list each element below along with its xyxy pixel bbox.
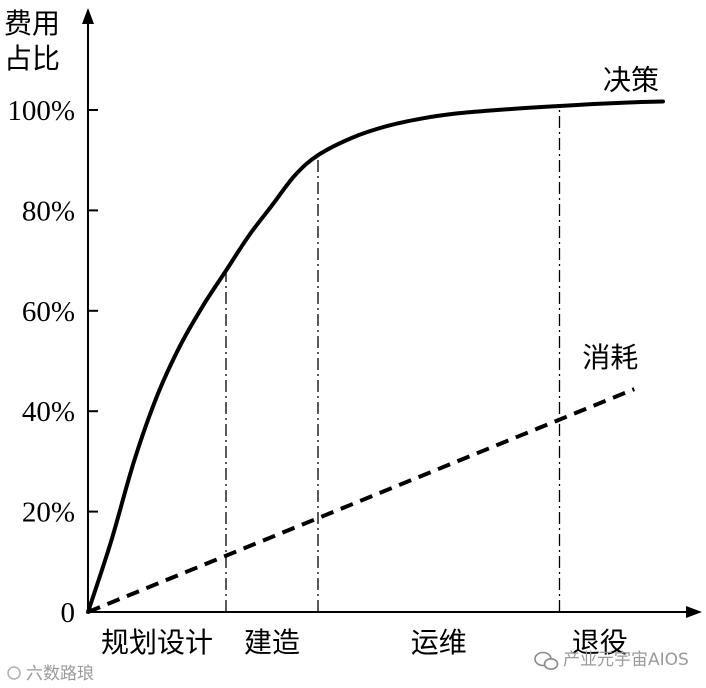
- y-axis-label-line-1: 费用: [4, 7, 60, 40]
- y-ticks: 0 20% 40% 60% 80% 100%: [7, 95, 98, 629]
- y-tick-label-0: 0: [61, 597, 76, 629]
- axes: [82, 8, 702, 618]
- y-tick-label-2: 40%: [22, 396, 75, 428]
- series-line-consumption: [87, 387, 636, 614]
- series-line-decision: [86, 99, 665, 614]
- y-tick-label-1: 20%: [22, 497, 75, 529]
- phase-label-1: 建造: [244, 626, 300, 659]
- watermark-left-text: 六数路琅: [26, 664, 94, 684]
- y-axis-label-line-2: 占比: [4, 42, 60, 75]
- y-axis-arrow: [82, 8, 94, 24]
- watermark-right-text: 产业元宇宙AIOS: [563, 650, 689, 670]
- phase-label-2: 运维: [411, 626, 467, 659]
- watermark-left: 六数路琅: [7, 664, 94, 684]
- series-label-consumption: 消耗: [582, 341, 638, 374]
- watermark-right: 产业元宇宙AIOS: [534, 650, 689, 670]
- wechat-icon: [534, 651, 559, 670]
- y-tick-label-4: 80%: [22, 195, 75, 227]
- phase-dividers: [225, 105, 561, 612]
- x-axis-arrow: [686, 606, 702, 618]
- series-lines: [86, 99, 665, 614]
- series-label-decision: 决策: [603, 63, 659, 96]
- y-tick-label-3: 60%: [22, 296, 75, 328]
- phase-label-0: 规划设计: [101, 626, 213, 659]
- watermark-logo-icon: [7, 666, 21, 680]
- y-tick-label-5: 100%: [7, 95, 75, 127]
- phase-labels: 规划设计 建造 运维 退役: [101, 626, 628, 659]
- phase-label-3: 退役: [572, 626, 628, 659]
